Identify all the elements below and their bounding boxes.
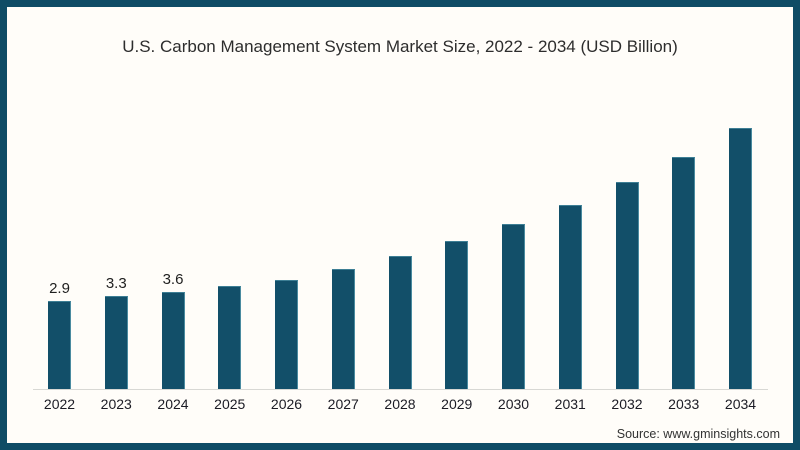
x-tick-label-2022: 2022	[43, 396, 76, 412]
bar-2033	[672, 157, 696, 389]
bar-2034	[729, 128, 752, 389]
bar-2031	[558, 205, 582, 389]
x-tick-label-2032: 2032	[611, 396, 643, 412]
plot-area: 2022 2.9 2023 3.3 2024 3.6 2025 2026 2027 2028 202…	[7, 7, 793, 443]
bar-2028	[388, 256, 412, 389]
bar-2024	[161, 292, 185, 389]
bar-2030	[502, 224, 525, 389]
x-tick-label-2034: 2034	[724, 396, 757, 412]
x-tick-label-2025: 2025	[214, 396, 246, 412]
x-tick-label-2024: 2024	[157, 396, 189, 412]
chart-title: U.S. Carbon Management System Market Siz…	[122, 37, 678, 56]
x-tick-label-2033: 2033	[668, 396, 700, 412]
bar-2032	[615, 182, 639, 389]
data-label-2022: 2.9	[49, 280, 70, 297]
bar-2022	[48, 301, 71, 389]
x-tick-label-2028: 2028	[384, 396, 416, 412]
data-label-2023: 3.3	[105, 275, 127, 292]
x-axis-line	[33, 389, 768, 390]
x-tick-label-2026: 2026	[270, 396, 303, 412]
bar-2027	[331, 269, 355, 389]
bar-2029	[445, 241, 469, 389]
bar-2025	[218, 286, 242, 389]
bar-2026	[275, 280, 298, 389]
x-tick-label-2030: 2030	[497, 396, 530, 412]
x-tick-label-2023: 2023	[100, 396, 132, 412]
x-tick-label-2029: 2029	[441, 396, 473, 412]
bar-2023	[104, 296, 128, 389]
source-attribution: Source: www.gminsights.com	[616, 427, 780, 441]
x-tick-label-2027: 2027	[327, 396, 359, 412]
x-tick-label-2031: 2031	[554, 396, 586, 412]
data-label-2024: 3.6	[162, 271, 184, 288]
